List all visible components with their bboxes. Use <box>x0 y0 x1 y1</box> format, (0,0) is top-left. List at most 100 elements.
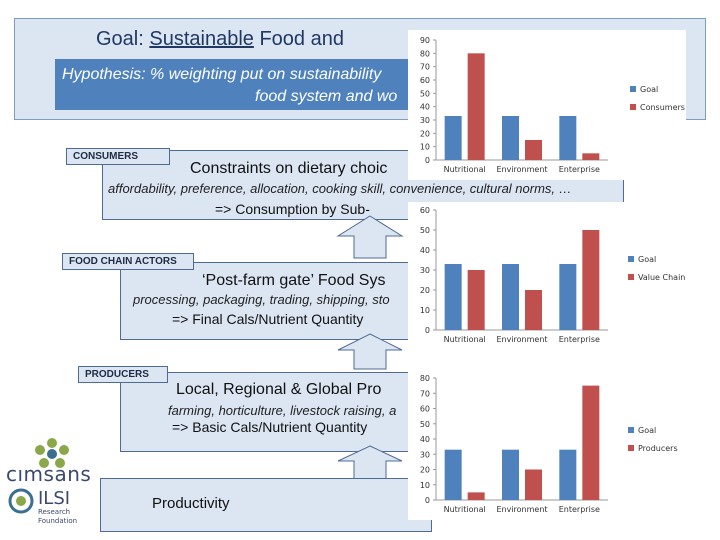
productivity-panel <box>100 478 432 532</box>
y-tick-label: 0 <box>425 326 430 335</box>
chart-value-chain-svg: 0 10 20 30 40 50 60 Nutritional Environment Enter… <box>420 206 686 344</box>
chart-producers-svg: 0 10 20 30 40 50 60 70 80 Nutritional Environment E… <box>420 374 678 514</box>
ilsi-sub-2: Foundation <box>38 517 78 525</box>
y-tick-label: 90 <box>420 36 430 45</box>
bar-goal <box>559 264 577 330</box>
bar-consumers <box>525 140 542 160</box>
y-tick-label: 70 <box>420 63 430 72</box>
legend-swatch <box>630 86 636 92</box>
y-tick-label: 80 <box>420 374 430 383</box>
legend-label: Producers <box>638 444 678 453</box>
food-chain-panel <box>120 262 422 340</box>
goal-title: Goal: Sustainable Food and <box>96 28 344 50</box>
producers-tag: PRODUCERS <box>78 366 168 383</box>
x-tick-label: Enterprise <box>559 505 600 514</box>
x-tick-label: Environment <box>496 165 547 174</box>
food-chain-title: ‘Post-farm gate’ Food Sys <box>202 272 386 289</box>
consumers-result: => Consumption by Sub- <box>215 201 370 217</box>
hypothesis-line-1: Hypothesis: % weighting put on sustainab… <box>62 66 382 83</box>
legend-label: Goal <box>638 426 656 435</box>
y-tick-label: 60 <box>420 206 430 215</box>
ilsi-sub-1: Research <box>38 508 71 516</box>
x-tick-label: Environment <box>496 335 547 344</box>
up-arrow-1 <box>336 215 404 259</box>
y-tick-label: 60 <box>420 76 430 85</box>
y-tick-label: 10 <box>420 306 430 315</box>
bar-goal <box>559 449 577 500</box>
y-tick-label: 20 <box>420 129 430 138</box>
chart-consumers-svg: 0 10 20 30 40 50 60 70 80 90 Nutritional Environmen… <box>420 36 685 174</box>
y-tick-label: 50 <box>420 420 430 429</box>
y-tick-label: 0 <box>425 496 430 505</box>
food-chain-tag: FOOD CHAIN ACTORS <box>62 253 194 270</box>
hypothesis-line-2: food system and wo <box>255 88 398 105</box>
cimsans-logo-text: cımsans <box>6 462 92 486</box>
y-tick-label: 80 <box>420 49 430 58</box>
bar-goal <box>444 264 462 330</box>
food-chain-detail: processing, packaging, trading, shipping… <box>133 292 390 307</box>
y-tick-label: 40 <box>420 103 430 112</box>
y-tick-label: 10 <box>420 481 430 490</box>
bar-goal <box>502 449 519 500</box>
chart-value-chain: 0 10 20 30 40 50 60 Nutritional Environment Enter… <box>408 202 690 350</box>
y-tick-label: 50 <box>420 226 430 235</box>
y-tick-label: 40 <box>420 246 430 255</box>
legend-swatch <box>628 274 634 280</box>
bar-goal <box>502 264 519 330</box>
x-tick-label: Nutritional <box>444 165 486 174</box>
legend-swatch <box>630 104 636 110</box>
consumers-tag: CONSUMERS <box>66 148 170 165</box>
bar-consumers <box>582 153 600 160</box>
y-tick-label: 40 <box>420 435 430 444</box>
producers-result: => Basic Cals/Nutrient Quantity <box>172 419 368 435</box>
bar-goal <box>502 116 519 160</box>
y-tick-label: 30 <box>420 450 430 459</box>
bar-goal <box>559 116 577 160</box>
y-tick-label: 30 <box>420 266 430 275</box>
x-tick-label: Enterprise <box>559 335 600 344</box>
y-tick-label: 20 <box>420 466 430 475</box>
bar-producers <box>467 492 485 500</box>
y-tick-label: 0 <box>425 156 430 165</box>
chart-producers: 0 10 20 30 40 50 60 70 80 Nutritional Environment E… <box>408 368 690 520</box>
y-tick-label: 50 <box>420 89 430 98</box>
consumers-detail: affordability, preference, allocation, c… <box>108 181 572 196</box>
x-tick-label: Nutritional <box>444 335 486 344</box>
up-arrow-3 <box>337 445 403 480</box>
bar-value-chain <box>467 270 485 330</box>
legend-label: Value Chain <box>638 273 685 282</box>
bar-producers <box>525 469 542 500</box>
y-tick-label: 70 <box>420 389 430 398</box>
bar-goal <box>444 116 462 160</box>
up-arrow-2 <box>337 333 403 370</box>
x-tick-label: Nutritional <box>444 505 486 514</box>
y-tick-label: 10 <box>420 143 430 152</box>
x-tick-label: Environment <box>496 505 547 514</box>
goal-underlined-word: Sustainable <box>149 28 254 50</box>
bar-consumers <box>467 53 485 160</box>
legend-label: Consumers <box>640 103 685 112</box>
legend-swatch <box>628 256 634 262</box>
legend-label: Goal <box>638 255 656 264</box>
legend-swatch <box>628 445 634 451</box>
bar-goal <box>444 449 462 500</box>
y-tick-label: 20 <box>420 286 430 295</box>
chart-consumers: 0 10 20 30 40 50 60 70 80 90 Nutritional Environmen… <box>408 30 686 180</box>
bar-producers <box>582 385 600 500</box>
producers-panel <box>120 372 422 452</box>
bar-value-chain <box>525 290 542 330</box>
ilsi-logo-text: ILSI <box>38 488 71 509</box>
producers-title: Local, Regional & Global Pro <box>176 381 382 398</box>
ilsi-logo-mark <box>8 488 34 514</box>
productivity-label: Productivity <box>152 495 230 512</box>
legend-swatch <box>628 427 634 433</box>
bar-value-chain <box>582 230 600 330</box>
x-tick-label: Enterprise <box>559 165 600 174</box>
food-chain-result: => Final Cals/Nutrient Quantity <box>172 311 364 327</box>
y-tick-label: 30 <box>420 116 430 125</box>
producers-detail: farming, horticulture, livestock raising… <box>168 403 397 418</box>
cimsans-logo-mark <box>35 438 69 468</box>
legend-label: Goal <box>640 85 658 94</box>
consumers-title: Constraints on dietary choic <box>190 160 388 177</box>
y-tick-label: 60 <box>420 405 430 414</box>
